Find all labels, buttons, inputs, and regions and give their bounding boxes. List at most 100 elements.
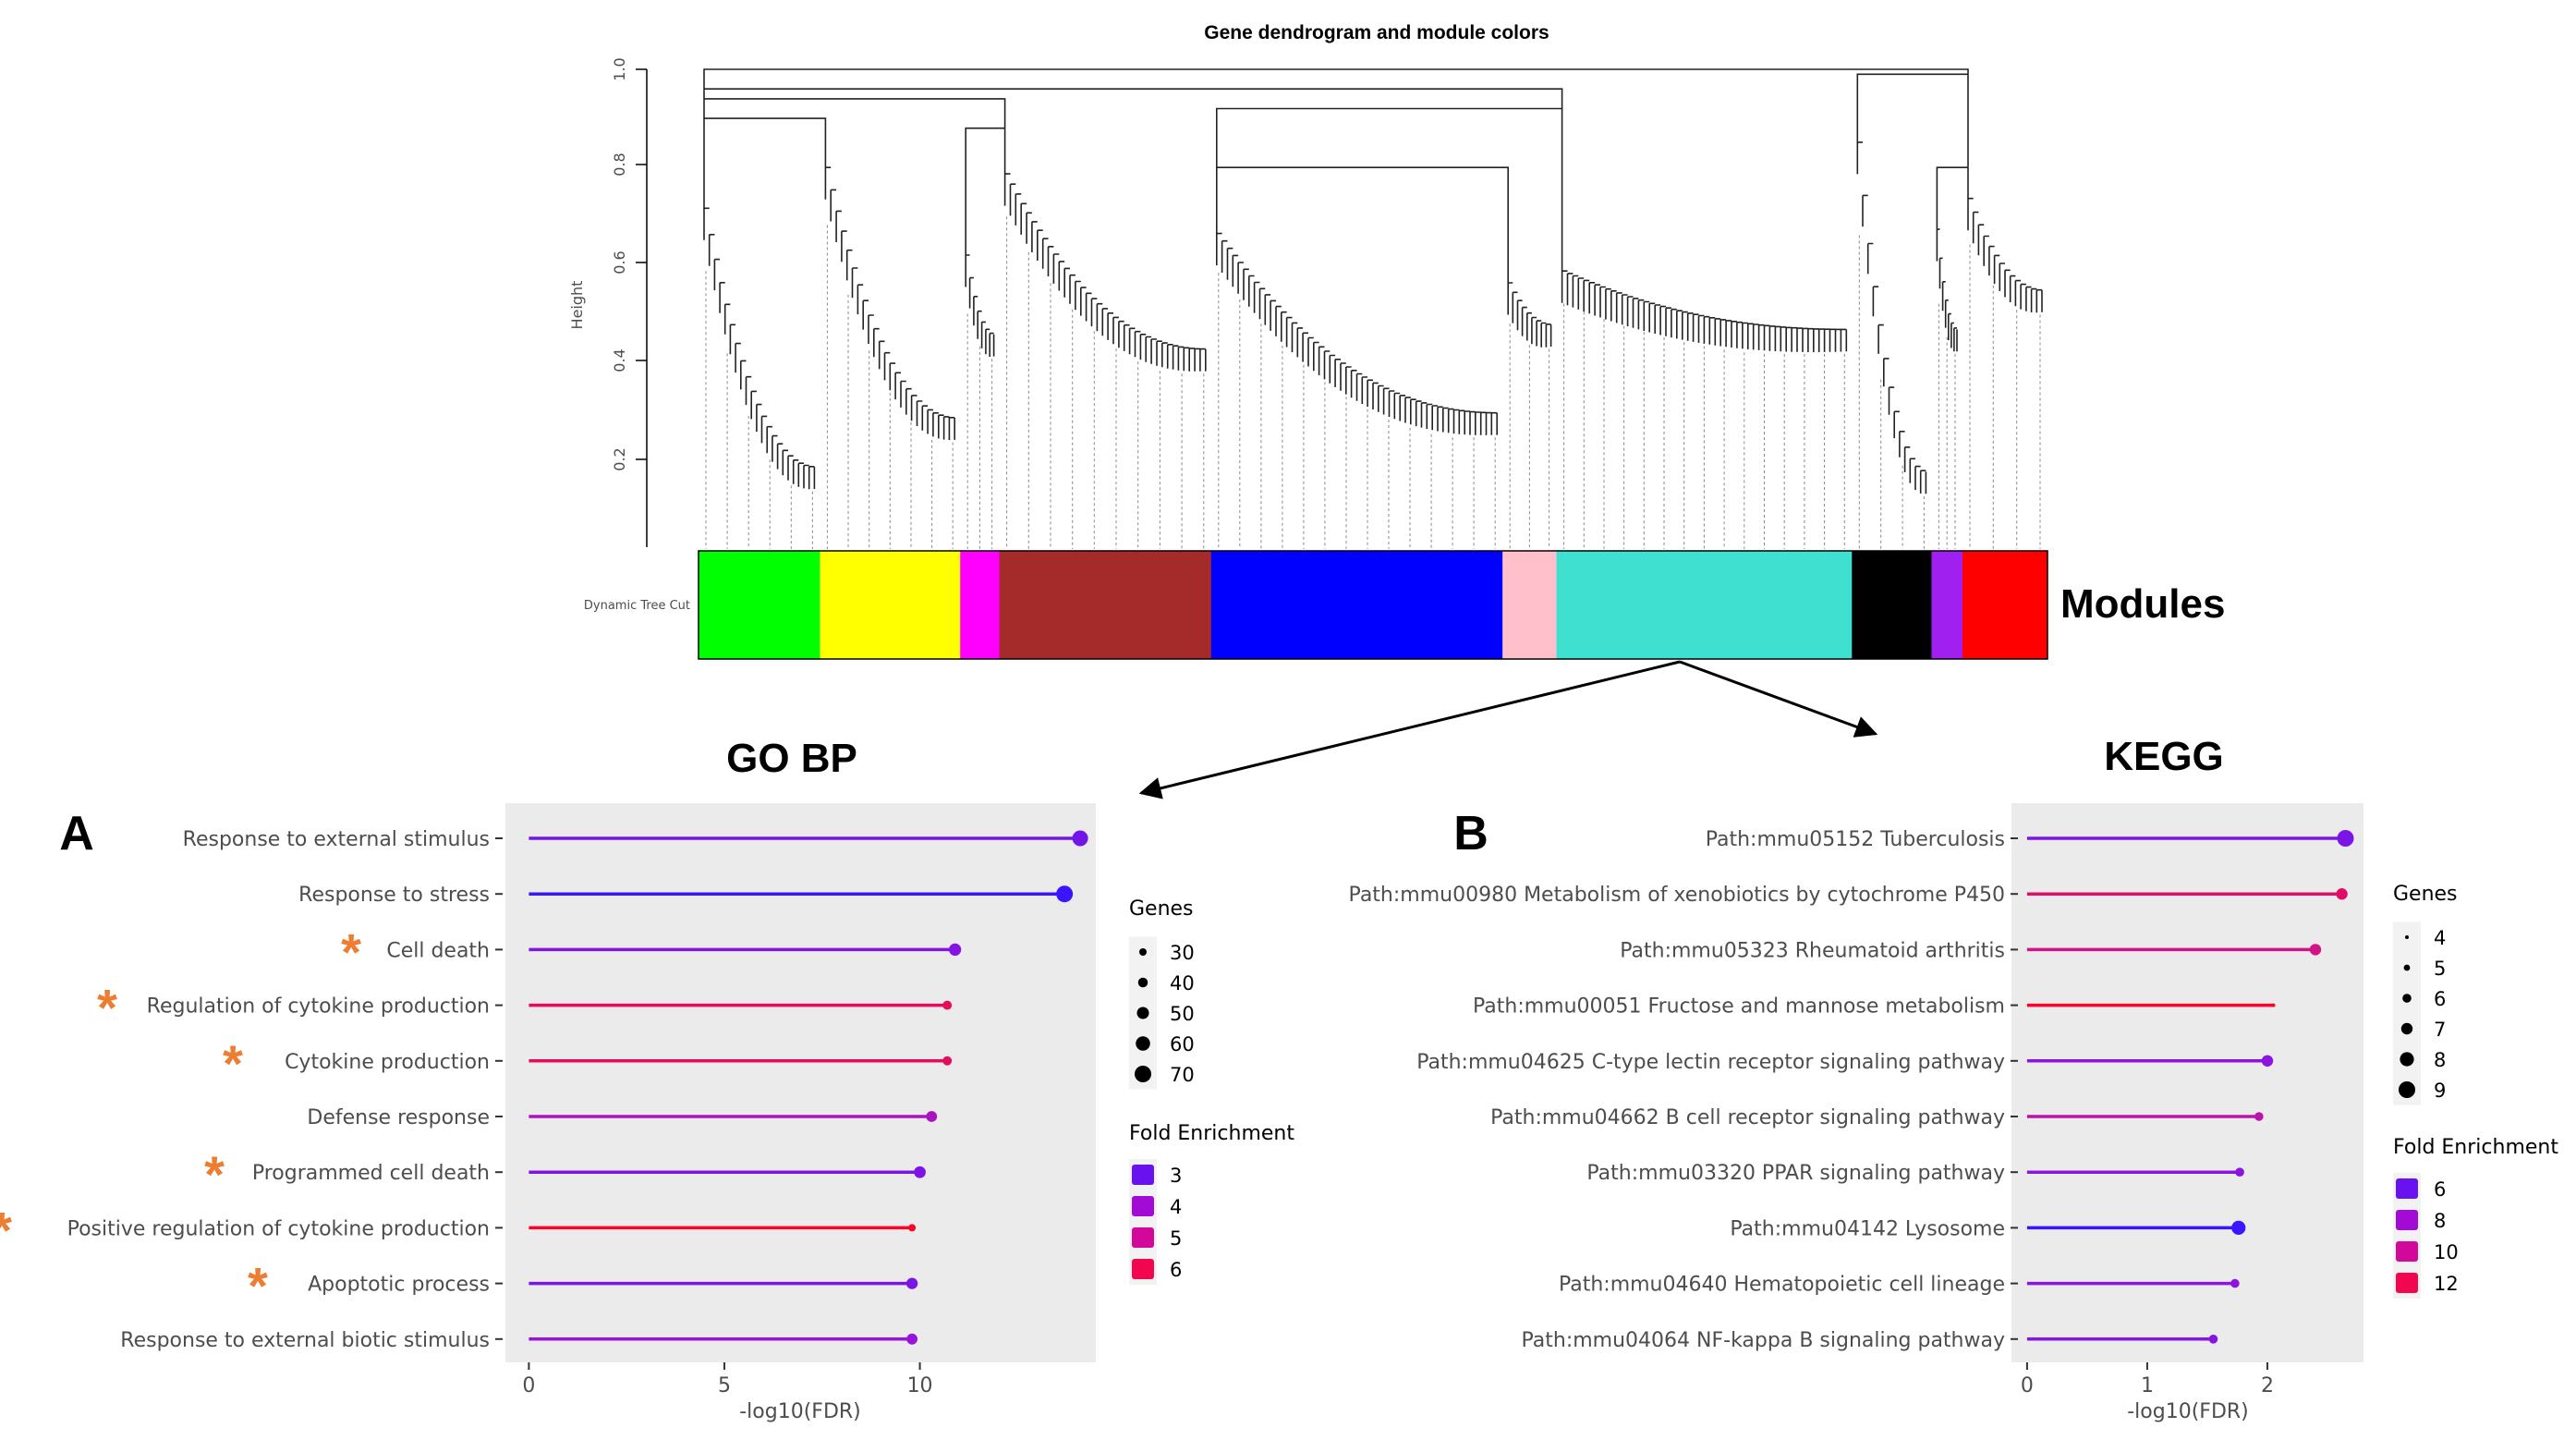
size-key-label-0: 4 xyxy=(2434,927,2446,949)
arrow-to-kegg xyxy=(1679,660,1878,738)
dendrogram-title: Gene dendrogram and module colors xyxy=(1204,22,1549,43)
size-key-label-1: 5 xyxy=(2434,958,2446,980)
dendrogram-y-axis xyxy=(636,68,648,547)
y-tick-label-0.2: 0.2 xyxy=(611,447,628,470)
x-tick-label-1: 1 xyxy=(2141,1374,2154,1397)
y-tick-label-0.4: 0.4 xyxy=(611,348,628,372)
color-key-2 xyxy=(2396,1241,2418,1262)
category-label-9: Response to external biotic stimulus xyxy=(120,1329,490,1352)
color-key-2 xyxy=(1132,1227,1154,1248)
color-key-3 xyxy=(2396,1273,2418,1293)
category-label-4: Cytokine production xyxy=(285,1051,490,1074)
category-label-3: Regulation of cytokine production xyxy=(147,995,490,1019)
star-marker-4: * xyxy=(223,1034,243,1092)
category-label-0: Path:mmu05152 Tuberculosis xyxy=(1706,828,2005,851)
point-9 xyxy=(906,1333,918,1345)
kegg-legend: Genes 4 5 6 7 8 9 Fold Enrichment 6 8 10 12 xyxy=(2393,883,2558,1299)
size-key-0 xyxy=(2405,935,2409,939)
size-key-4 xyxy=(1135,1066,1151,1082)
module-block-2 xyxy=(960,551,1001,659)
size-key-5 xyxy=(2399,1081,2415,1098)
kegg-x-axis-label: -log10(FDR) xyxy=(2127,1400,2249,1423)
size-key-label-3: 7 xyxy=(2434,1019,2446,1041)
dendrogram-panel: Gene dendrogram and module colors 0.2 0.… xyxy=(568,22,2225,799)
category-label-3: Path:mmu00051 Fructose and mannose metab… xyxy=(1473,995,2005,1019)
dendrogram-leaf-guides xyxy=(705,216,2041,549)
size-key-label-4: 70 xyxy=(1170,1064,1195,1086)
point-5 xyxy=(926,1111,938,1122)
color-key-label-0: 6 xyxy=(2434,1178,2446,1201)
point-7 xyxy=(2231,1220,2246,1235)
point-7 xyxy=(908,1224,917,1232)
module-block-7 xyxy=(1852,551,1932,659)
category-label-8: Path:mmu04640 Hematopoietic cell lineage xyxy=(1559,1274,2005,1297)
category-label-7: Positive regulation of cytokine producti… xyxy=(67,1217,490,1240)
star-marker-6: * xyxy=(204,1145,225,1203)
category-label-6: Path:mmu03320 PPAR signaling pathway xyxy=(1586,1162,2005,1185)
color-legend-title: Fold Enrichment xyxy=(1129,1122,1294,1145)
dendrogram-tree xyxy=(703,68,2043,494)
size-key-2 xyxy=(1136,1007,1149,1019)
color-key-1 xyxy=(1132,1196,1154,1216)
color-key-label-2: 10 xyxy=(2434,1241,2459,1263)
category-label-6: Programmed cell death xyxy=(252,1162,490,1185)
point-2 xyxy=(2309,944,2322,956)
star-marker-7: * xyxy=(0,1201,12,1259)
y-tick-label-0.6: 0.6 xyxy=(611,250,628,274)
color-key-label-1: 4 xyxy=(1170,1196,1182,1218)
x-tick-label-2: 2 xyxy=(2261,1374,2274,1397)
size-key-1 xyxy=(1137,977,1148,988)
category-label-0: Response to external stimulus xyxy=(183,828,490,851)
point-5 xyxy=(2254,1112,2264,1121)
dynamic-tree-cut-label: Dynamic Tree Cut xyxy=(584,599,690,613)
size-key-label-5: 9 xyxy=(2434,1080,2446,1102)
point-4 xyxy=(942,1056,953,1066)
size-key-label-1: 40 xyxy=(1170,972,1195,995)
go-plot-marks: 0 5 10 Response to external stimulus Respons… xyxy=(0,828,1088,1397)
go-bp-title: GO BP xyxy=(726,736,857,781)
color-key-0 xyxy=(1132,1165,1154,1185)
module-block-9 xyxy=(1962,551,2048,659)
color-key-0 xyxy=(2396,1178,2418,1199)
size-key-3 xyxy=(2400,1022,2413,1035)
size-key-label-0: 30 xyxy=(1170,942,1195,964)
module-block-3 xyxy=(999,551,1212,659)
y-tick-label-1.0: 1.0 xyxy=(611,57,628,80)
point-3 xyxy=(942,1000,953,1010)
arrow-to-go xyxy=(1138,660,1681,799)
module-block-0 xyxy=(699,551,820,659)
color-legend-title: Fold Enrichment xyxy=(2393,1136,2558,1159)
module-block-1 xyxy=(820,551,961,659)
size-key-label-4: 8 xyxy=(2434,1049,2446,1071)
size-key-3 xyxy=(1136,1036,1150,1051)
modules-label: Modules xyxy=(2060,581,2225,627)
x-tick-label-0: 0 xyxy=(2021,1374,2034,1397)
color-key-label-3: 12 xyxy=(2434,1273,2459,1295)
star-marker-3: * xyxy=(97,979,117,1037)
size-key-0 xyxy=(1139,948,1147,956)
point-4 xyxy=(2261,1055,2274,1068)
size-key-1 xyxy=(2403,964,2411,971)
point-0 xyxy=(1072,830,1088,847)
kegg-plot-marks: 0 1 2 Path:mmu05152 Tuberculosis Path:mmu009… xyxy=(1349,828,2354,1397)
category-label-8: Apoptotic process xyxy=(308,1274,490,1297)
module-block-8 xyxy=(1931,551,1963,659)
point-6 xyxy=(914,1165,926,1178)
size-legend-title: Genes xyxy=(1129,897,1194,921)
x-tick-label-1: 5 xyxy=(718,1374,731,1397)
star-marker-8: * xyxy=(248,1257,268,1315)
point-3 xyxy=(2271,1003,2276,1007)
color-key-3 xyxy=(1132,1259,1154,1279)
point-1 xyxy=(2336,888,2348,900)
category-label-2: Cell death xyxy=(386,939,490,962)
category-label-5: Defense response xyxy=(307,1106,490,1129)
size-key-label-2: 50 xyxy=(1170,1003,1195,1025)
category-label-2: Path:mmu05323 Rheumatoid arthritis xyxy=(1620,939,2005,962)
go-bp-chart: 0 5 10 Response to external stimulus Respons… xyxy=(0,803,1294,1423)
category-label-1: Path:mmu00980 Metabolism of xenobiotics … xyxy=(1349,884,2005,907)
dendrogram-y-label: Height xyxy=(568,281,586,330)
size-key-label-3: 60 xyxy=(1170,1033,1195,1056)
module-block-5 xyxy=(1502,551,1558,659)
